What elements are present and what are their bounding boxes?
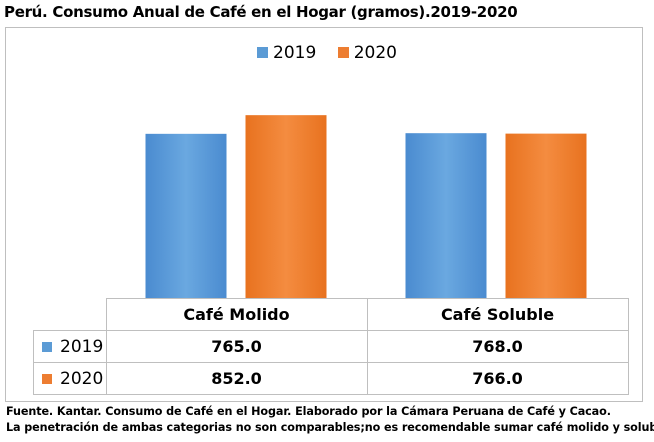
data-table-corner [33, 298, 107, 331]
chart-title: Perú. Consumo Anual de Café en el Hogar … [4, 3, 518, 21]
row-label: 2020 [60, 368, 104, 389]
data-label: 768.0 [366, 330, 629, 363]
data-label: 852.0 [105, 362, 368, 395]
category-label: Café Soluble [366, 298, 629, 331]
bar-2019-cafe-molido [145, 133, 227, 298]
legend-label-2020: 2020 [353, 43, 397, 63]
data-table-rowhead-2019: 2019 [33, 330, 107, 363]
bar-2019-cafe-soluble [405, 133, 487, 298]
data-table-row-2020: 2020 852.0 766.0 [33, 362, 629, 395]
footnote-source: Fuente. Kantar. Consumo de Café en el Ho… [6, 405, 611, 418]
data-label: 765.0 [105, 330, 368, 363]
data-table-header-row: Café Molido Café Soluble [33, 298, 629, 331]
data-table-row-2019: 2019 765.0 768.0 [33, 330, 629, 363]
legend-swatch-2020 [337, 47, 349, 58]
table-swatch-2019 [42, 341, 52, 352]
legend-item-2019: 2019 [257, 43, 316, 63]
bar-2020-cafe-soluble [505, 133, 587, 298]
table-swatch-2020 [42, 373, 52, 384]
legend-swatch-2019 [257, 47, 269, 58]
data-table-rowhead-2020: 2020 [33, 362, 107, 395]
row-label: 2019 [60, 336, 104, 357]
data-table: Café Molido Café Soluble 2019 765.0 768.… [33, 298, 629, 395]
chart-legend: 2019 2020 [0, 43, 654, 63]
chart-frame [5, 27, 643, 402]
legend-label-2019: 2019 [273, 43, 317, 63]
data-label: 766.0 [366, 362, 629, 395]
category-label: Café Molido [105, 298, 368, 331]
footnote-note: La penetración de ambas categorias no so… [6, 421, 654, 434]
legend-item-2020: 2020 [337, 43, 397, 63]
bar-2020-cafe-molido [245, 115, 327, 298]
